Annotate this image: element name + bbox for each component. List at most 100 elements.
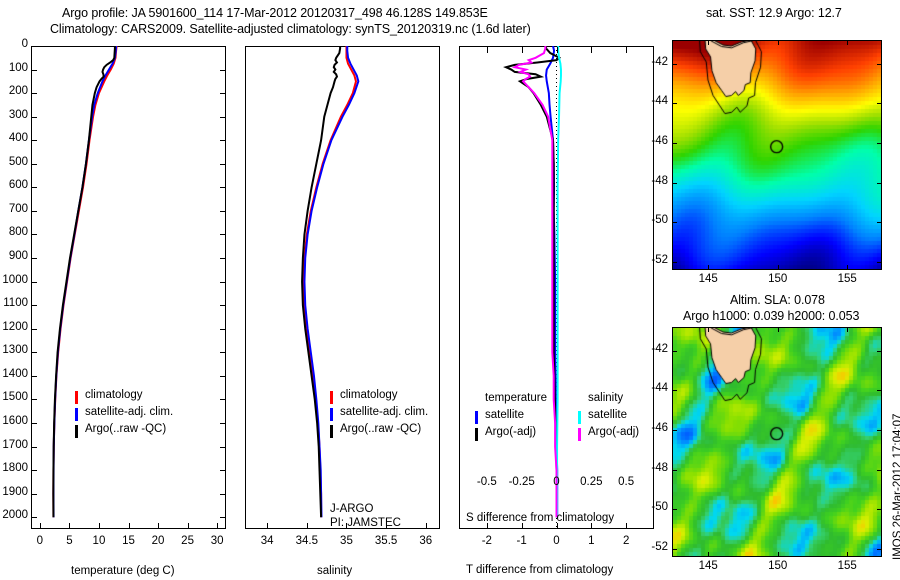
axis-tick-mark — [672, 262, 677, 264]
axis-tick-mark — [877, 430, 882, 432]
axis-tick-label: 900 — [8, 250, 28, 263]
axis-tick-label: 0.5 — [618, 476, 635, 488]
axis-tick-label: -2 — [481, 535, 492, 547]
axis-tick-mark — [31, 328, 37, 330]
axis-tick-mark — [672, 469, 677, 471]
axis-tick-mark — [847, 552, 849, 557]
axis-tick-mark — [591, 47, 593, 53]
axis-tick-label: 700 — [8, 202, 28, 215]
axis-tick-label: -48 — [651, 461, 668, 474]
axis-tick-mark — [220, 422, 226, 424]
legend-header-temperature: temperature — [485, 392, 548, 404]
axis-tick-label: 100 — [8, 61, 28, 74]
figure-title-line-1: Argo profile: JA 5901600_114 17-Mar-2012… — [62, 6, 488, 20]
axis-tick-label: 5 — [66, 535, 73, 547]
axis-tick-mark — [521, 523, 523, 529]
axis-tick-mark — [31, 46, 37, 47]
axis-tick-label: 0 — [21, 38, 28, 50]
axis-tick-mark — [31, 493, 37, 495]
axis-tick-mark — [626, 47, 628, 53]
axis-tick-mark — [556, 523, 558, 529]
profile-line-salinity-satellite — [556, 46, 562, 518]
profile-line-satellite-adj-clim- — [303, 46, 360, 518]
axis-tick-mark — [31, 517, 37, 519]
axis-tick-label: -52 — [651, 541, 668, 554]
axis-tick-mark — [556, 47, 558, 53]
legend-swatch-temperature-argo-adj — [475, 428, 478, 441]
axis-tick-mark — [220, 399, 226, 401]
difference-s-label: S difference from climatology — [466, 512, 615, 524]
axis-tick-label: 1100 — [3, 297, 28, 310]
axis-tick-label: 155 — [837, 273, 857, 285]
profile-line-salinity-argo-adj- — [511, 46, 558, 518]
axis-tick-mark — [31, 446, 37, 448]
panel-temperature — [31, 46, 226, 529]
legend-swatch-argo-raw — [75, 425, 78, 438]
axis-tick-mark — [220, 281, 226, 283]
legend-swatch-climatology — [75, 391, 78, 404]
axis-tick-mark — [220, 375, 226, 377]
axis-tick-label: 2 — [622, 535, 630, 547]
legend-label-salinity-argo-adj: Argo(-adj) — [588, 426, 640, 438]
axis-tick-mark — [346, 523, 348, 529]
salinity-annotation-line-1: J-ARGO — [330, 503, 374, 515]
axis-tick-label: 500 — [8, 155, 28, 168]
axis-tick-mark — [220, 305, 226, 307]
axis-tick-mark — [220, 140, 226, 142]
map-sla — [672, 327, 882, 557]
legend-label-temperature-satellite: satellite — [485, 409, 524, 421]
axis-tick-mark — [31, 93, 37, 95]
axis-tick-label: 0.25 — [580, 476, 603, 488]
axis-tick-mark — [708, 552, 710, 557]
legend-label-climatology: climatology — [85, 389, 143, 401]
axis-tick-label: 1400 — [2, 367, 28, 380]
axis-tick-mark — [777, 265, 779, 270]
axis-tick-mark — [220, 328, 226, 330]
axis-tick-mark — [847, 265, 849, 270]
axis-tick-mark — [217, 523, 219, 529]
axis-tick-mark — [877, 103, 882, 105]
axis-tick-label: 1000 — [2, 273, 28, 286]
panel-salinity-canvas — [245, 46, 440, 529]
axis-tick-label: -50 — [651, 501, 668, 514]
axis-tick-mark — [672, 143, 677, 145]
legend-swatch-climatology — [330, 391, 333, 404]
axis-tick-mark — [158, 523, 160, 529]
axis-tick-label: 200 — [8, 85, 28, 98]
axis-tick-label: 300 — [8, 108, 28, 121]
legend-label-temperature-argo-adj: Argo(-adj) — [485, 426, 537, 438]
axis-tick-label: 800 — [8, 226, 28, 239]
panel-salinity — [245, 46, 440, 529]
axis-tick-mark — [31, 352, 37, 354]
axis-tick-mark — [486, 47, 488, 53]
axis-tick-mark — [220, 493, 226, 495]
profile-line-argo-raw-qc- — [52, 46, 116, 518]
axis-tick-mark — [777, 552, 779, 557]
axis-tick-mark — [220, 93, 226, 95]
axis-tick-mark — [672, 182, 677, 184]
axis-tick-mark — [877, 390, 882, 392]
axis-tick-label: -44 — [651, 382, 668, 395]
axis-tick-mark — [220, 210, 226, 212]
axis-tick-mark — [220, 352, 226, 354]
axis-tick-mark — [220, 446, 226, 448]
axis-tick-label: -1 — [516, 535, 527, 547]
legend-label-salinity-satellite: satellite — [588, 409, 627, 421]
difference-t-label: T difference from climatology — [466, 564, 614, 576]
axis-tick-label: 20 — [151, 535, 165, 547]
map-sst-title: sat. SST: 12.9 Argo: 12.7 — [706, 6, 842, 20]
axis-tick-mark — [777, 327, 779, 332]
axis-tick-label: 1500 — [2, 391, 28, 404]
axis-tick-mark — [98, 523, 100, 529]
axis-tick-mark — [877, 262, 882, 264]
axis-tick-mark — [220, 187, 226, 189]
axis-tick-label: 2000 — [2, 509, 28, 522]
axis-tick-mark — [877, 509, 882, 511]
axis-tick-label: 145 — [698, 560, 718, 572]
axis-tick-label: -46 — [651, 135, 668, 148]
profile-line-argo-raw-qc- — [301, 46, 342, 518]
axis-tick-mark — [220, 517, 226, 519]
axis-tick-mark — [69, 523, 71, 529]
legend-swatch-salinity-argo-adj — [578, 428, 581, 441]
legend-swatch-salinity-satellite — [578, 411, 581, 424]
